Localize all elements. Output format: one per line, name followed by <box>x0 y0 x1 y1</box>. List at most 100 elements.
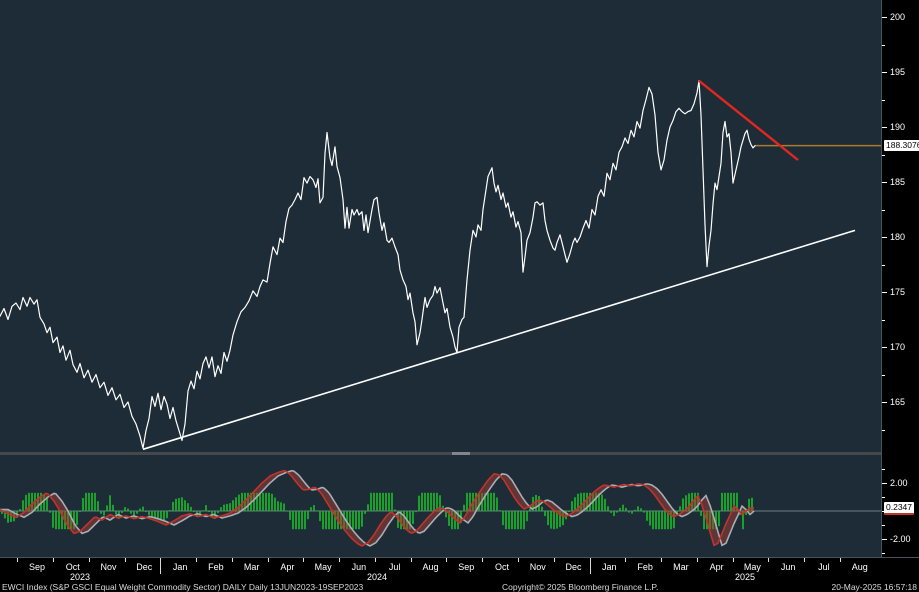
timestamp: 20-May-2025 16:57:18 <box>831 582 917 592</box>
macd-line <box>0 469 755 547</box>
month-label: Apr <box>280 562 295 572</box>
month-tick <box>517 558 519 562</box>
price-axis: 188.3076 0.2347 200 195 190 185 180 175 170 165… <box>881 0 919 557</box>
price-axis-tick <box>882 72 887 73</box>
indicator-pane <box>0 455 881 557</box>
month-tick <box>482 558 484 562</box>
month-label: Sep <box>28 562 46 572</box>
indicator-axis-minor-tick <box>882 553 885 554</box>
support-trendline <box>142 229 856 451</box>
month-label: Mar <box>673 562 689 572</box>
resistance-trendline <box>698 79 799 161</box>
month-label: Nov <box>529 562 546 572</box>
copyright-notice: Copyright© 2025 Bloomberg Finance L.P. <box>502 582 659 592</box>
month-tick <box>374 558 376 562</box>
month-tick <box>446 558 448 562</box>
instrument-description: EWCI Index (S&P GSCI Equal Weight Commod… <box>2 582 364 592</box>
price-axis-label: 180 <box>890 232 906 242</box>
month-label: Jun <box>351 562 367 572</box>
price-axis-minor-tick <box>882 264 885 266</box>
pane-resize-handle[interactable] <box>452 452 470 455</box>
month-label: Oct <box>494 562 510 572</box>
price-axis-minor-tick <box>882 154 885 156</box>
indicator-value-tag: 0.2347 <box>884 502 914 515</box>
price-axis-tick <box>882 182 887 183</box>
price-axis-minor-tick <box>882 374 885 376</box>
month-tick <box>303 558 305 562</box>
month-label: Aug <box>422 562 439 572</box>
price-axis-minor-tick <box>882 99 885 101</box>
price-axis-label: 170 <box>890 342 906 352</box>
month-label: Feb <box>637 562 653 572</box>
price-axis-tick <box>882 292 887 293</box>
month-tick <box>696 558 698 562</box>
indicator-axis-label: 2.00 <box>890 478 908 488</box>
month-tick <box>661 558 663 562</box>
month-label: Oct <box>65 562 80 572</box>
status-bar: EWCI Index (S&P GSCI Equal Weight Commod… <box>0 582 919 592</box>
price-axis-minor-tick <box>882 429 885 431</box>
year-boundary-tick <box>160 558 162 574</box>
month-tick <box>52 558 54 562</box>
price-axis-tick <box>882 237 887 238</box>
month-label: Nov <box>100 562 117 572</box>
month-label: Feb <box>208 562 224 572</box>
price-axis-tick <box>882 347 887 348</box>
month-tick <box>732 558 734 562</box>
year-label: 2025 <box>734 572 756 582</box>
month-tick <box>231 558 233 562</box>
indicator-axis-minor-tick <box>882 511 885 512</box>
indicator-axis-minor-tick <box>882 497 885 498</box>
year-label: 2023 <box>69 572 91 582</box>
month-tick <box>124 558 126 562</box>
price-axis-minor-tick <box>882 209 885 211</box>
month-tick <box>625 558 627 562</box>
month-label: Apr <box>709 562 724 572</box>
month-tick <box>17 558 19 562</box>
month-tick <box>768 558 770 562</box>
last-price-tag: 188.3076 <box>884 140 919 151</box>
price-line <box>0 80 756 449</box>
price-axis-label: 195 <box>890 67 906 77</box>
price-axis-tick <box>882 17 887 18</box>
time-axis: Sep Oct Nov Dec Jan Feb Mar Apr May Jun Jul Aug Sep O… <box>0 557 919 582</box>
price-axis-label: 185 <box>890 177 906 187</box>
indicator-axis-tick <box>882 483 887 484</box>
month-tick <box>267 558 269 562</box>
indicator-axis-minor-tick <box>882 469 885 470</box>
month-tick <box>839 558 841 562</box>
month-label: Aug <box>851 562 868 572</box>
macd-indicator-chart[interactable] <box>0 455 881 557</box>
price-chart[interactable] <box>0 0 881 452</box>
year-label: 2024 <box>366 572 388 582</box>
price-axis-label: 165 <box>890 397 906 407</box>
month-tick <box>339 558 341 562</box>
month-label: Sep <box>458 562 475 572</box>
month-tick <box>553 558 555 562</box>
year-boundary-tick <box>589 558 591 574</box>
price-axis-label: 175 <box>890 287 906 297</box>
price-axis-label: 200 <box>890 12 906 22</box>
indicator-axis-minor-tick <box>882 525 885 526</box>
month-tick <box>196 558 198 562</box>
month-label: May <box>314 562 332 572</box>
month-tick <box>88 558 90 562</box>
price-pane <box>0 0 881 452</box>
month-label: Jun <box>780 562 796 572</box>
month-tick <box>804 558 806 562</box>
price-axis-tick <box>882 402 887 403</box>
price-axis-minor-tick <box>882 44 885 46</box>
price-axis-minor-tick <box>882 319 885 321</box>
month-label: May <box>743 562 761 572</box>
month-label: Jul <box>388 562 401 572</box>
price-axis-label: 190 <box>890 122 906 132</box>
indicator-axis-label: -2.00 <box>890 534 911 544</box>
month-tick <box>410 558 412 562</box>
month-label: Jan <box>172 562 188 572</box>
price-axis-tick <box>882 127 887 128</box>
month-label: Dec <box>136 562 153 572</box>
month-label: Jul <box>818 562 830 572</box>
pane-divider <box>0 452 919 455</box>
month-label: Jan <box>602 562 617 572</box>
